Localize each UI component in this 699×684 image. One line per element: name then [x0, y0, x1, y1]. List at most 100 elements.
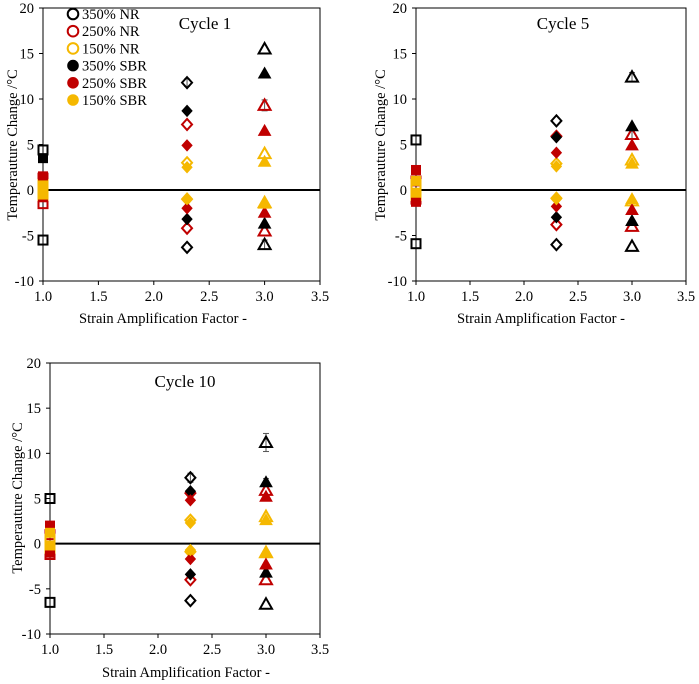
legend-marker: [67, 77, 79, 89]
data-point: [550, 146, 563, 159]
x-tick-label: 3.5: [677, 289, 695, 305]
data-point: [410, 238, 422, 250]
data-point: [410, 134, 422, 146]
y-tick-label: 15: [393, 47, 408, 63]
data-point: [259, 513, 273, 526]
y-tick-label: 20: [393, 1, 408, 17]
y-axis-label: Temperauture Change /°C: [5, 69, 21, 220]
chart-panel-cycle-10: -10 -5 0 5 10 15 20 1.0 1.5 2.0 2.5 3.0 3.5 Cycle 10…: [10, 356, 329, 681]
data-point: [411, 164, 421, 175]
x-tick-label: 2.0: [515, 289, 533, 305]
data-point: [625, 203, 639, 216]
data-point: [184, 593, 197, 608]
data-point: [180, 240, 194, 255]
data-point: [184, 568, 197, 581]
chart-title: Cycle 1: [179, 14, 231, 33]
data-point: [550, 237, 563, 252]
y-tick-label: 0: [34, 537, 41, 553]
y-axis-label: Temperauture Change /°C: [373, 69, 389, 220]
legend-label: 150% NR: [82, 41, 140, 57]
data-point: [184, 516, 197, 530]
data-point: [550, 192, 563, 206]
y-tick-label: -5: [395, 229, 407, 245]
legend-marker: [66, 42, 80, 55]
data-point: [45, 527, 55, 538]
data-point: [258, 571, 274, 586]
data-point: [181, 201, 193, 215]
legend-marker: [67, 94, 79, 106]
data-point: [256, 97, 273, 111]
x-axis-label: Strain Amplification Factor -: [102, 665, 270, 681]
y-tick-label: 10: [393, 92, 408, 108]
data-point: [181, 139, 193, 152]
data-point: [257, 205, 272, 218]
data-point: [184, 572, 197, 587]
data-point: [181, 212, 193, 226]
y-tick-label: 0: [27, 183, 34, 199]
data-point: [550, 211, 563, 224]
y-tick-label: 5: [27, 138, 34, 154]
data-point: [38, 153, 48, 164]
data-point: [184, 552, 197, 566]
y-tick-label: 0: [400, 183, 407, 199]
legend-label: 350% SBR: [82, 59, 147, 75]
data-point: [259, 565, 273, 578]
x-tick-label: 3.5: [311, 642, 329, 658]
data-point: [411, 175, 421, 186]
data-point: [411, 196, 421, 207]
y-axis-label: Temperauture Change /°C: [10, 422, 26, 573]
data-point: [550, 217, 563, 232]
data-point: [181, 192, 193, 206]
data-point: [550, 200, 563, 213]
data-point: [625, 119, 639, 132]
data-point: [624, 238, 640, 252]
data-point: [625, 138, 639, 151]
data-point: [257, 154, 272, 167]
chart-title: Cycle 10: [155, 372, 216, 391]
data-point: [184, 543, 197, 557]
x-axis-label: Strain Amplification Factor -: [79, 311, 247, 327]
data-point: [37, 234, 49, 246]
data-point: [550, 130, 563, 144]
x-axis-label: Strain Amplification Factor -: [457, 311, 625, 327]
x-tick-label: 1.0: [41, 642, 59, 658]
x-tick-label: 2.5: [200, 289, 218, 305]
data-point: [181, 104, 193, 118]
legend-label: 250% SBR: [82, 76, 147, 92]
y-tick-label: 10: [20, 92, 35, 108]
data-point: [624, 69, 640, 83]
data-point: [38, 189, 48, 200]
data-point: [550, 160, 563, 173]
data-point: [180, 221, 194, 236]
x-tick-label: 2.0: [145, 289, 163, 305]
data-point: [184, 470, 197, 485]
y-tick-label: -10: [22, 627, 41, 643]
data-point: [256, 40, 273, 55]
x-tick-label: 3.5: [311, 289, 329, 305]
x-tick-label: 1.5: [461, 289, 479, 305]
y-tick-label: -10: [15, 274, 34, 290]
data-point: [180, 75, 194, 90]
x-tick-label: 1.0: [407, 289, 425, 305]
data-point: [180, 117, 194, 132]
data-point: [411, 187, 421, 198]
data-point: [44, 493, 56, 504]
y-tick-label: 20: [27, 356, 42, 372]
y-tick-label: 5: [34, 492, 41, 508]
data-point: [256, 222, 273, 237]
data-point: [38, 171, 48, 182]
x-tick-label: 3.0: [623, 289, 641, 305]
data-point: [257, 66, 272, 79]
data-point: [256, 236, 273, 251]
y-tick-label: -5: [29, 582, 41, 598]
data-point: [625, 156, 639, 169]
x-tick-label: 1.5: [89, 289, 107, 305]
x-tick-label: 2.5: [569, 289, 587, 305]
data-point: [259, 475, 273, 488]
chart-title: Cycle 5: [537, 14, 589, 33]
y-tick-label: 15: [20, 47, 35, 63]
x-tick-label: 1.5: [95, 642, 113, 658]
data-point: [258, 434, 274, 448]
